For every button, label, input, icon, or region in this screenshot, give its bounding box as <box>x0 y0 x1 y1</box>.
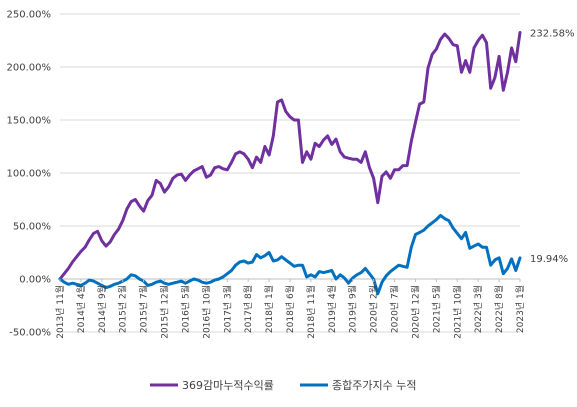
x-tick-label: 2022년 3월 <box>472 285 484 333</box>
y-tick-label: 0.00% <box>19 275 51 286</box>
x-tick-label: 2017년 8월 <box>242 285 254 333</box>
y-tick-label: 150.00% <box>7 116 52 127</box>
x-tick-label: 2015년 2월 <box>117 285 129 333</box>
y-tick-label: 200.00% <box>7 63 52 74</box>
end-label-2: 19.94% <box>530 254 568 265</box>
legend-label-1: 369감마누적수익률 <box>182 379 274 392</box>
legend-label-2: 종합주가지수 누적 <box>332 379 416 392</box>
x-tick-label: 2020년 7월 <box>389 285 401 333</box>
y-tick-label: 250.00% <box>7 10 52 21</box>
end-labels: 232.58% 19.94% <box>530 28 575 264</box>
series-lines <box>58 31 522 296</box>
x-tick-label: 2015년 7월 <box>138 285 150 333</box>
y-axis-ticks: -50.00% 0.00% 50.00% 100.00% 150.00% 200.00% 2… <box>7 10 52 339</box>
series-line-1 <box>58 31 522 281</box>
x-tick-label: 2018년 1월 <box>263 285 275 333</box>
y-tick-label: -50.00% <box>9 328 51 339</box>
x-tick-label: 2015년 12월 <box>159 285 171 339</box>
x-tick-label: 2014년 4월 <box>75 285 87 333</box>
x-tick-label: 2016년 10월 <box>200 285 212 339</box>
x-tick-label: 2019년 9월 <box>347 285 359 333</box>
x-tick-label: 2016년 5월 <box>179 285 191 333</box>
x-tick-label: 2023년 1월 <box>514 285 526 333</box>
x-tick-label: 2018년 11월 <box>305 285 317 339</box>
end-label-1: 232.58% <box>530 28 575 39</box>
series-line-2 <box>58 213 522 296</box>
x-tick-label: 2020년 2월 <box>368 285 380 333</box>
x-tick-label: 2017년 3월 <box>221 285 233 333</box>
x-axis-ticks: 2013년 11월 2014년 4월 2014년 9월 2015년 2월 2015년 7… <box>54 279 526 339</box>
y-tick-label: 100.00% <box>7 169 52 180</box>
x-tick-label: 2018년 6월 <box>284 285 296 333</box>
x-tick-label: 2019년 4월 <box>326 285 338 333</box>
x-tick-label: 2021년 10월 <box>451 285 463 339</box>
legend: 369감마누적수익률 종합주가지수 누적 <box>150 379 416 392</box>
x-tick-label: 2013년 11월 <box>54 285 66 339</box>
x-tick-label: 2020년 12월 <box>409 285 421 339</box>
grid-lines <box>60 13 520 333</box>
y-tick-label: 50.00% <box>13 222 51 233</box>
x-tick-label: 2021년 5월 <box>430 285 442 333</box>
x-tick-label: 2022년 8월 <box>493 285 505 333</box>
x-tick-label: 2014년 9월 <box>96 285 108 333</box>
